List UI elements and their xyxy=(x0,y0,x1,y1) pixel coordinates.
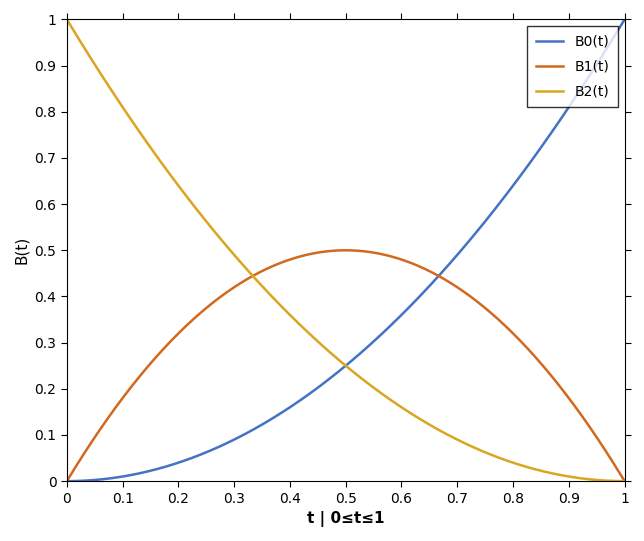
B1(t) xyxy=(609,458,616,465)
B1(t) xyxy=(396,256,404,262)
B0(t) xyxy=(607,38,615,44)
B0(t) xyxy=(520,168,528,174)
Line: B0(t): B0(t) xyxy=(67,19,625,481)
B2(t) xyxy=(331,353,339,360)
B1(t) xyxy=(621,478,629,484)
B0(t) xyxy=(331,371,339,378)
B2(t) xyxy=(520,463,528,470)
B0(t) xyxy=(328,374,336,380)
B2(t) xyxy=(607,478,615,484)
Y-axis label: B(t): B(t) xyxy=(14,236,29,265)
B1(t) xyxy=(366,249,374,255)
X-axis label: t | 0≤t≤1: t | 0≤t≤1 xyxy=(307,511,384,527)
B0(t) xyxy=(365,342,372,349)
B2(t) xyxy=(365,381,372,387)
B2(t) xyxy=(395,403,402,409)
Line: B1(t): B1(t) xyxy=(67,250,625,481)
B2(t) xyxy=(621,478,629,484)
B1(t) xyxy=(63,478,71,484)
Legend: B0(t), B1(t), B2(t): B0(t), B1(t), B2(t) xyxy=(527,27,618,107)
Line: B2(t): B2(t) xyxy=(67,19,625,481)
B2(t) xyxy=(328,351,336,357)
B2(t) xyxy=(63,16,71,23)
B1(t) xyxy=(328,248,336,254)
B1(t) xyxy=(341,247,349,254)
B1(t) xyxy=(331,247,339,254)
B0(t) xyxy=(63,478,71,484)
B1(t) xyxy=(521,342,529,349)
B0(t) xyxy=(395,314,402,321)
B0(t) xyxy=(621,16,629,23)
